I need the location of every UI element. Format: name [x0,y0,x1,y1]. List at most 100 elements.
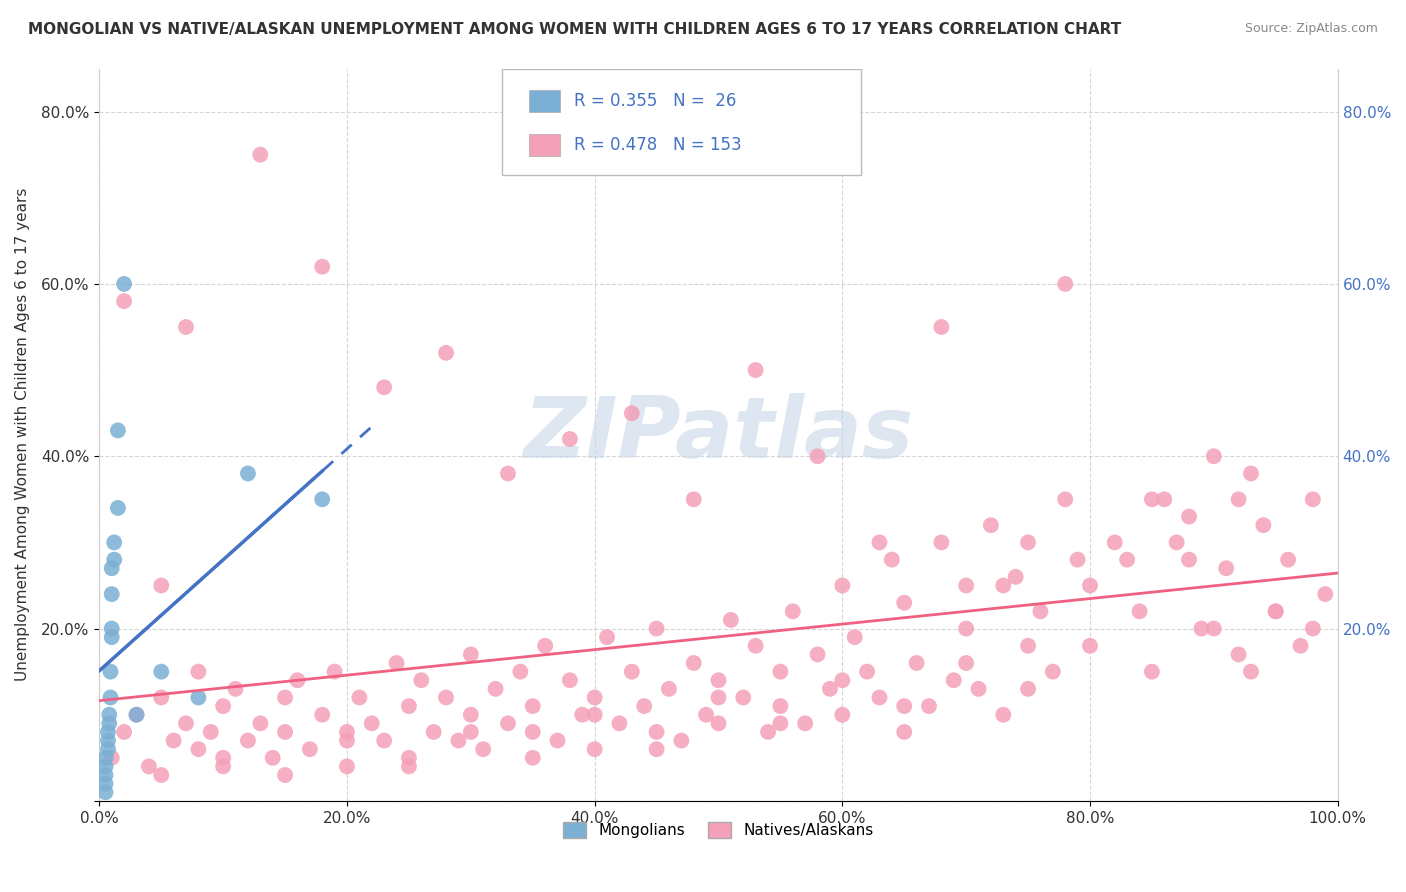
Point [94,777,117,791]
Point [620,665,643,679]
Point [955,656,977,670]
Point [434,690,457,705]
Point [931,535,953,549]
Point [1153,492,1175,507]
Point [262,751,284,765]
Point [1264,604,1286,618]
Point [522,725,544,739]
Point [1042,665,1064,679]
Point [707,673,730,688]
Point [336,725,359,739]
Point [187,742,209,756]
Point [844,630,866,644]
Point [103,552,125,566]
Point [769,665,792,679]
Point [174,320,197,334]
Point [249,147,271,161]
Point [558,673,581,688]
Point [942,673,965,688]
Point [107,424,129,438]
Point [769,716,792,731]
Point [150,690,173,705]
Point [682,492,704,507]
Point [880,552,903,566]
Point [993,707,1015,722]
Point [645,725,668,739]
Point [1054,492,1077,507]
Point [94,759,117,773]
Point [1302,622,1324,636]
Point [744,639,766,653]
Point [112,277,135,291]
Point [806,648,828,662]
Point [100,751,122,765]
Text: R = 0.478   N = 153: R = 0.478 N = 153 [574,136,741,154]
Point [893,699,915,714]
Point [174,716,197,731]
Point [1078,639,1101,653]
Point [225,681,247,696]
Point [212,759,235,773]
Point [831,673,853,688]
Point [97,742,120,756]
Point [311,260,333,274]
Point [150,665,173,679]
Point [373,733,395,747]
Point [782,604,804,618]
Point [484,681,506,696]
Point [385,656,408,670]
Point [756,725,779,739]
Point [107,500,129,515]
Point [162,733,184,747]
Point [547,733,569,747]
Point [94,751,117,765]
Point [522,699,544,714]
Point [125,707,148,722]
Point [1253,518,1275,533]
Point [967,681,990,696]
Text: MONGOLIAN VS NATIVE/ALASKAN UNEMPLOYMENT AMONG WOMEN WITH CHILDREN AGES 6 TO 17 : MONGOLIAN VS NATIVE/ALASKAN UNEMPLOYMENT… [28,22,1122,37]
Point [1227,648,1250,662]
Point [1017,681,1039,696]
Point [658,681,681,696]
Point [249,716,271,731]
Point [236,733,259,747]
Point [707,690,730,705]
Point [100,622,122,636]
Point [1029,604,1052,618]
Text: R = 0.355   N =  26: R = 0.355 N = 26 [574,93,735,111]
Point [980,518,1002,533]
Point [125,707,148,722]
Point [1054,277,1077,291]
Point [94,785,117,799]
Point [893,596,915,610]
Point [100,561,122,575]
Point [558,432,581,446]
Point [1178,509,1201,524]
Point [112,725,135,739]
Point [1004,570,1026,584]
Point [794,716,817,731]
Point [98,707,121,722]
Point [1017,639,1039,653]
Point [645,742,668,756]
Y-axis label: Unemployment Among Women with Children Ages 6 to 17 years: Unemployment Among Women with Children A… [15,188,30,681]
Point [1140,665,1163,679]
Point [571,707,593,722]
Point [1104,535,1126,549]
Point [311,492,333,507]
Point [955,622,977,636]
Point [298,742,321,756]
Point [1215,561,1237,575]
FancyBboxPatch shape [502,69,860,175]
Point [1116,552,1139,566]
Point [1202,622,1225,636]
Point [200,725,222,739]
Point [1264,604,1286,618]
Point [905,656,928,670]
Point [323,665,346,679]
Point [187,665,209,679]
Point [955,578,977,592]
Point [360,716,382,731]
Point [411,673,433,688]
